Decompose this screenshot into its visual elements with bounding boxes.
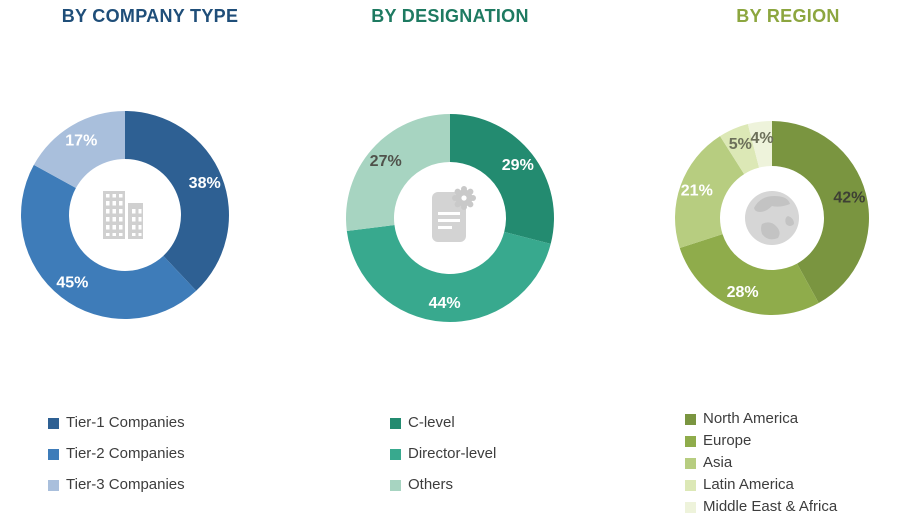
- slice-c-level: [450, 114, 554, 244]
- legend-label: Director-level: [408, 445, 497, 462]
- globe-icon: [745, 191, 799, 245]
- legend-swatch: [685, 479, 696, 491]
- region-title: BY REGION: [736, 6, 840, 26]
- legend-item: Tier-2 Companies: [48, 445, 185, 463]
- value-label: 17%: [65, 133, 97, 150]
- legend-label: Europe: [703, 432, 752, 449]
- legend-item: Tier-1 Companies: [48, 414, 185, 432]
- value-label: 42%: [833, 190, 865, 207]
- company-type-donut-chart: 38% 45% 17%: [21, 111, 229, 319]
- legend-item: Middle East & Africa: [685, 498, 837, 516]
- company-type-legend: Tier-1 Companies Tier-2 Companies Tier-3 C…: [48, 414, 185, 494]
- slice-director-level: [346, 225, 551, 322]
- value-label: 27%: [370, 153, 402, 170]
- legend-label: Others: [408, 476, 454, 493]
- legend-label: Middle East & Africa: [703, 498, 838, 515]
- region-panel: BY REGION 42% 28% 21% 5% 4% North America Eur…: [600, 0, 900, 525]
- legend-label: Tier-3 Companies: [66, 476, 185, 493]
- legend-item: Director-level: [390, 445, 496, 463]
- value-label: 29%: [502, 157, 534, 174]
- value-label: 44%: [429, 295, 461, 312]
- legend-item: Latin America: [685, 476, 837, 494]
- designation-title: BY DESIGNATION: [371, 6, 529, 26]
- legend-item: Europe: [685, 432, 837, 450]
- legend-item: North America: [685, 410, 837, 428]
- legend-swatch: [48, 417, 59, 429]
- slice-others: [346, 114, 450, 232]
- legend-label: Asia: [703, 454, 733, 471]
- legend-swatch: [390, 448, 401, 460]
- legend-swatch: [390, 417, 401, 429]
- region-legend: North America Europe Asia Latin America Midd…: [685, 410, 837, 516]
- legend-swatch: [390, 479, 401, 491]
- legend-item: C-level: [390, 414, 496, 432]
- legend-item: Tier-3 Companies: [48, 476, 185, 494]
- designation-donut-chart: 29% 44% 27%: [346, 114, 554, 322]
- value-label: 45%: [56, 274, 88, 291]
- legend-swatch: [685, 435, 696, 447]
- slice-europe: [679, 234, 819, 315]
- value-label: 5%: [729, 136, 752, 153]
- legend-item: Asia: [685, 454, 837, 472]
- designation-panel: BY DESIGNATION 29% 44% 27% C-level D: [300, 0, 600, 525]
- region-donut-chart: 42% 28% 21% 5%4%: [675, 121, 869, 315]
- slice-tier-2-companies: [21, 164, 197, 319]
- company-type-title: BY COMPANY TYPE: [61, 6, 239, 26]
- legend-item: Others: [390, 476, 496, 494]
- slice-latin-america: [720, 124, 760, 175]
- designation-legend: C-level Director-level Others: [390, 414, 496, 494]
- slice-tier-3-companies: [33, 111, 125, 189]
- slice-middle-east-africa: [747, 121, 772, 168]
- legend-swatch: [48, 448, 59, 460]
- slice-north-america: [772, 121, 869, 303]
- legend-label: North America: [703, 410, 799, 427]
- legend-swatch: [48, 479, 59, 491]
- slice-asia: [675, 136, 745, 248]
- building-icon: [103, 191, 143, 239]
- value-label: 28%: [727, 284, 759, 301]
- legend-label: C-level: [408, 414, 455, 431]
- certificate-icon: [432, 186, 476, 242]
- value-label: 38%: [189, 175, 221, 192]
- legend-swatch: [685, 413, 696, 425]
- legend-swatch: [685, 501, 696, 513]
- legend-swatch: [685, 457, 696, 469]
- value-label: 4%: [750, 130, 773, 147]
- slice-tier-1-companies: [125, 111, 229, 291]
- legend-label: Tier-1 Companies: [66, 414, 185, 431]
- value-label: 21%: [681, 182, 713, 199]
- legend-label: Latin America: [703, 476, 794, 493]
- company-type-panel: BY COMPANY TYPE 38% 45% 17% Tier-1 Compani…: [0, 0, 300, 525]
- legend-label: Tier-2 Companies: [66, 445, 185, 462]
